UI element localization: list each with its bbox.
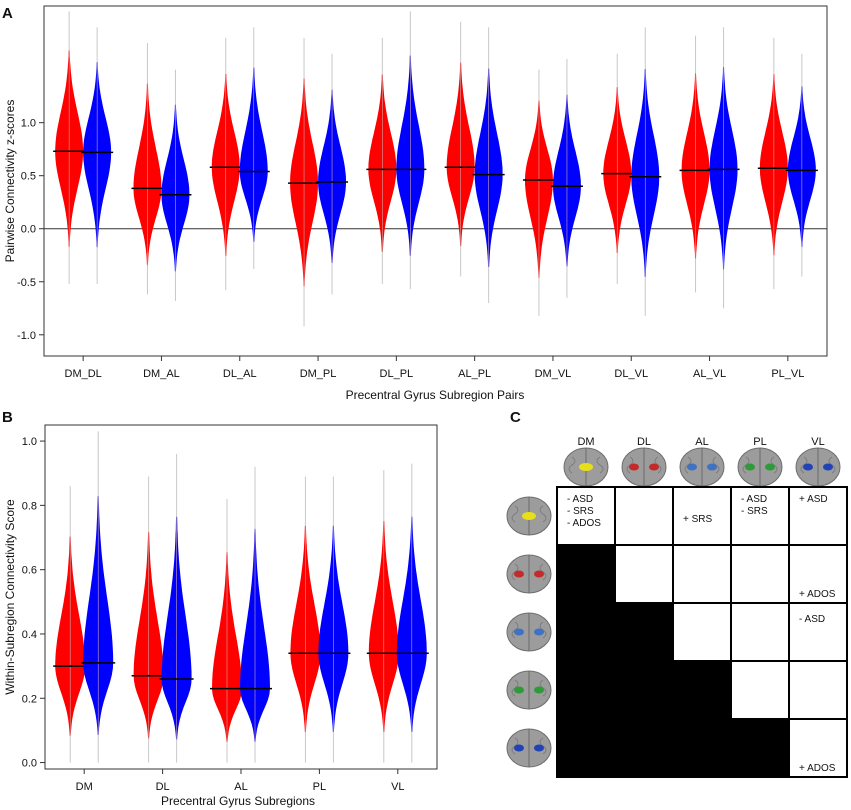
x-tick-label: PL [313,781,326,793]
panel-a-chart: -1.0 -0.5 0.0 0.5 1.0 DM_DL DM_AL DL_AL DM_PL DL_… [3,5,828,402]
subregion-highlight [522,512,536,520]
brain-icon [506,496,552,536]
matrix-column-header: DL [637,436,651,448]
subregion-highlight-right [649,463,659,471]
panel-b-ylabel: Within-Subregion Connectivity Score [3,499,17,695]
panel-c-matrix: DM DL AL PL VL - ASD- SRS- ADOS + SRS- ASD- S… [506,436,848,778]
panel-label-b: B [2,409,13,426]
subregion-highlight-right [534,628,544,636]
matrix-cell-filled [615,603,673,661]
y-tick-label: -1.0 [17,330,36,342]
subregion-highlight-right [534,744,544,752]
x-tick-label: DL_PL [380,368,414,380]
subregion-highlight-left [629,463,639,471]
panel-a-frame [43,5,828,357]
x-tick-label: DL_VL [614,368,648,380]
brain-icon [506,554,552,594]
matrix-cell-filled [557,603,615,661]
brain-icon [737,447,783,487]
matrix-cell-text: - ASD [567,494,593,505]
matrix-cell-text: + ADOS [799,589,836,600]
x-tick-label: AL [234,781,247,793]
subregion-highlight-right [823,463,833,471]
y-tick-label: 0.0 [21,224,36,236]
brain-sulci [568,456,604,474]
matrix-cell-filled [557,545,615,603]
panel-label-c: C [510,409,521,426]
matrix-cell-text: - ASD [741,494,767,505]
x-tick-label: DM_DL [65,368,102,380]
matrix-cell-filled [557,661,615,719]
matrix-cell-text: - SRS [741,506,768,517]
matrix-cell-filled [673,661,731,719]
subregion-highlight-right [534,686,544,694]
matrix-column-header: VL [811,436,824,448]
x-tick-label: DL_AL [223,368,257,380]
y-tick-label: 0.6 [22,565,37,577]
panel-label-a: A [2,5,13,22]
x-tick-label: PL_VL [771,368,804,380]
y-tick-label: -0.5 [17,277,36,289]
matrix-cell-text: + ADOS [799,763,836,774]
y-tick-label: 0.2 [22,693,37,705]
x-tick-label: DM_VL [535,368,572,380]
matrix-cell-text: - ASD [799,614,825,625]
y-tick-label: 0.0 [22,758,37,770]
matrix-column-header: PL [753,436,766,448]
brain-sulci [511,505,547,523]
y-tick-label: 0.4 [22,629,37,641]
brain-icon [506,612,552,652]
matrix-cell-filled [731,719,789,777]
subregion-highlight-left [514,686,524,694]
subregion-highlight [579,463,593,471]
brain-icon [795,447,841,487]
subregion-highlight-right [534,570,544,578]
matrix-cell-text: + SRS [683,514,713,525]
brain-icon [563,447,609,487]
brain-icon [679,447,725,487]
panel-b-chart: 0.0 0.2 0.4 0.6 0.8 1.0 DM DL AL PL VL Within-Subr… [3,424,438,808]
matrix-cell-filled [673,719,731,777]
panel-b-xlabel: Precentral Gyrus Subregions [161,794,315,808]
subregion-highlight-left [514,570,524,578]
subregion-highlight-left [514,744,524,752]
matrix-column-header: AL [695,436,708,448]
subregion-highlight-right [765,463,775,471]
subregion-highlight-left [514,628,524,636]
brain-icon [506,728,552,768]
y-tick-label: 0.8 [22,500,37,512]
panel-a-xlabel: Precentral Gyrus Subregion Pairs [346,388,525,402]
matrix-column-header: DM [577,436,594,448]
panel-a-ylabel: Pairwise Connectivity z-scores [3,100,17,263]
x-tick-label: DM [76,781,93,793]
subregion-highlight-left [745,463,755,471]
matrix-cell-text: - SRS [567,506,594,517]
matrix-cell-filled [557,719,615,777]
x-tick-label: DM_AL [143,368,180,380]
x-tick-label: DL [156,781,170,793]
brain-icon [621,447,667,487]
y-tick-label: 1.0 [22,436,37,448]
brain-icon [506,670,552,710]
y-tick-label: 1.0 [21,118,36,130]
x-tick-label: AL_PL [458,368,491,380]
matrix-cell-text: + ASD [799,494,828,505]
subregion-highlight-right [707,463,717,471]
subregion-highlight-left [687,463,697,471]
matrix-cell-filled [615,719,673,777]
y-tick-label: 0.5 [21,171,36,183]
x-tick-label: AL_VL [693,368,726,380]
x-tick-label: VL [391,781,404,793]
x-tick-label: DM_PL [300,368,337,380]
matrix-cell-filled [615,661,673,719]
matrix-cell [788,718,848,778]
matrix-cell-text: - ADOS [567,518,601,529]
subregion-highlight-left [803,463,813,471]
